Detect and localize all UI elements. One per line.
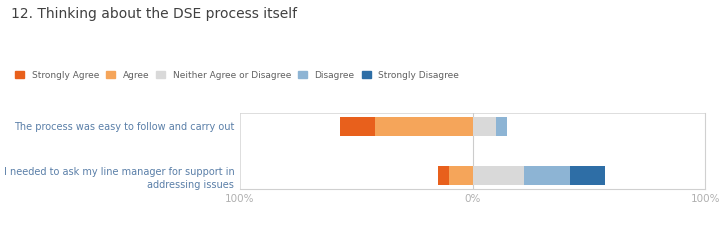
- Bar: [438, 166, 449, 185]
- Bar: [449, 166, 473, 185]
- Legend: Strongly Agree, Agree, Neither Agree or Disagree, Disagree, Strongly Disagree: Strongly Agree, Agree, Neither Agree or …: [15, 71, 459, 80]
- Bar: [570, 166, 605, 185]
- Bar: [340, 117, 375, 136]
- Bar: [496, 117, 507, 136]
- Bar: [473, 166, 523, 185]
- Bar: [375, 117, 473, 136]
- Bar: [473, 117, 496, 136]
- Bar: [523, 166, 570, 185]
- Text: 12. Thinking about the DSE process itself: 12. Thinking about the DSE process itsel…: [11, 7, 297, 21]
